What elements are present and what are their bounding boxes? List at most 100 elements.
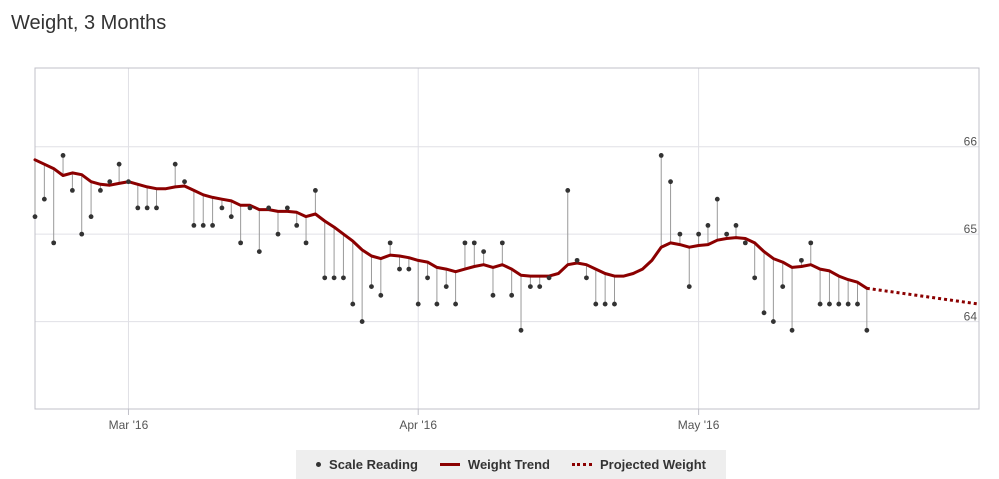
scale-reading-point bbox=[32, 214, 38, 220]
scale-reading-point bbox=[434, 301, 440, 307]
scale-reading-point bbox=[789, 327, 795, 333]
scale-reading-point bbox=[509, 292, 515, 298]
scale-reading-point bbox=[172, 161, 178, 167]
scale-reading-point bbox=[714, 196, 720, 202]
scale-reading-point bbox=[182, 179, 187, 185]
scale-reading-point bbox=[228, 214, 234, 220]
scale-reading-point bbox=[154, 205, 159, 211]
projected-weight-line bbox=[866, 286, 980, 306]
scale-reading-point bbox=[191, 222, 197, 228]
scale-reading-point bbox=[443, 284, 449, 289]
legend-item-scale-reading[interactable]: Scale Reading bbox=[316, 457, 418, 472]
scale-reading-point bbox=[696, 231, 702, 237]
x-tick-label: Apr '16 bbox=[399, 418, 437, 432]
scale-reading-point bbox=[378, 292, 384, 298]
scale-reading-point bbox=[827, 301, 832, 307]
scale-reading-point bbox=[686, 284, 692, 289]
scale-reading-point bbox=[275, 231, 281, 237]
legend: Scale Reading Weight Trend Projected Wei… bbox=[296, 450, 726, 479]
scale-reading-point bbox=[210, 222, 215, 228]
scale-reading-point bbox=[341, 275, 346, 281]
scale-reading-point bbox=[481, 249, 487, 255]
scale-reading-point bbox=[499, 240, 505, 246]
scale-reading-point bbox=[462, 240, 468, 246]
scale-reading-point bbox=[60, 153, 66, 158]
scale-reading-point bbox=[705, 222, 711, 228]
scale-reading-point bbox=[733, 222, 739, 228]
scale-reading-point bbox=[752, 275, 758, 281]
scale-reading-point bbox=[415, 301, 421, 307]
grid-layer bbox=[35, 68, 979, 415]
y-tick-label: 64 bbox=[964, 310, 978, 324]
scale-reading-point bbox=[527, 284, 533, 289]
point-layer bbox=[32, 153, 870, 333]
scale-reading-point bbox=[51, 240, 57, 246]
scale-reading-point bbox=[387, 240, 393, 246]
scale-reading-point bbox=[107, 179, 113, 185]
scale-reading-point bbox=[780, 284, 786, 289]
scale-reading-point bbox=[256, 249, 262, 255]
stem-layer bbox=[34, 155, 868, 331]
scale-reading-point bbox=[761, 310, 767, 316]
plot-area-border bbox=[34, 67, 980, 410]
legend-item-weight-trend[interactable]: Weight Trend bbox=[439, 457, 551, 472]
y-tick-label: 65 bbox=[964, 222, 978, 236]
x-tick-label: Mar '16 bbox=[109, 418, 149, 432]
scale-reading-point bbox=[219, 205, 225, 211]
legend-label: Weight Trend bbox=[467, 457, 551, 472]
scale-reading-point bbox=[247, 205, 253, 211]
line-layer bbox=[33, 158, 980, 306]
scale-reading-point bbox=[238, 240, 244, 246]
scale-reading-point bbox=[294, 222, 300, 228]
scale-reading-point bbox=[855, 301, 860, 307]
scale-reading-point bbox=[98, 188, 103, 193]
scale-reading-point bbox=[359, 319, 365, 324]
scale-reading-point bbox=[322, 275, 328, 281]
scale-reading-point bbox=[397, 266, 402, 272]
legend-label: Projected Weight bbox=[600, 457, 706, 472]
scale-reading-point bbox=[770, 319, 776, 324]
scale-reading-point bbox=[471, 240, 477, 246]
scale-reading-point bbox=[144, 205, 150, 211]
legend-item-projected-weight[interactable]: Projected Weight bbox=[572, 457, 706, 472]
scale-reading-point bbox=[546, 275, 552, 281]
scale-reading-point bbox=[864, 327, 870, 333]
legend-label: Scale Reading bbox=[329, 457, 418, 472]
scale-reading-point bbox=[593, 301, 599, 307]
scale-reading-point bbox=[425, 275, 430, 281]
scale-reading-point bbox=[126, 179, 131, 185]
solid-line-icon bbox=[439, 463, 460, 466]
scale-reading-point bbox=[836, 301, 842, 307]
weight-trend-line bbox=[33, 158, 869, 290]
scale-reading-point bbox=[537, 284, 543, 289]
scale-reading-point bbox=[490, 292, 496, 298]
scale-reading-point bbox=[584, 275, 589, 281]
label-layer: 64 65 66 Mar '16 Apr '16 May '16 bbox=[109, 135, 978, 432]
scale-reading-point bbox=[406, 266, 412, 272]
scale-reading-point bbox=[88, 214, 94, 220]
scale-reading-point bbox=[574, 257, 580, 263]
scale-reading-point bbox=[612, 301, 617, 307]
scale-reading-point bbox=[808, 240, 814, 246]
x-tick-label: May '16 bbox=[678, 418, 720, 432]
scale-reading-point bbox=[453, 301, 458, 307]
y-tick-label: 66 bbox=[964, 135, 978, 149]
dotted-line-icon bbox=[572, 463, 593, 466]
scale-reading-point bbox=[565, 188, 571, 193]
scale-reading-point bbox=[799, 257, 804, 263]
scale-reading-point bbox=[817, 301, 823, 307]
scale-reading-point bbox=[303, 240, 309, 246]
scatter-dot-icon bbox=[316, 462, 322, 467]
scale-reading-point bbox=[135, 205, 141, 211]
scale-reading-point bbox=[284, 205, 290, 211]
scale-reading-point bbox=[724, 231, 730, 237]
scale-reading-point bbox=[331, 275, 337, 281]
scale-reading-point bbox=[41, 196, 47, 202]
scale-reading-point bbox=[350, 301, 356, 307]
scale-reading-point bbox=[369, 284, 374, 289]
scale-reading-point bbox=[677, 231, 683, 237]
scale-reading-point bbox=[602, 301, 608, 307]
scale-reading-point bbox=[79, 231, 85, 237]
scale-reading-point bbox=[266, 205, 272, 211]
